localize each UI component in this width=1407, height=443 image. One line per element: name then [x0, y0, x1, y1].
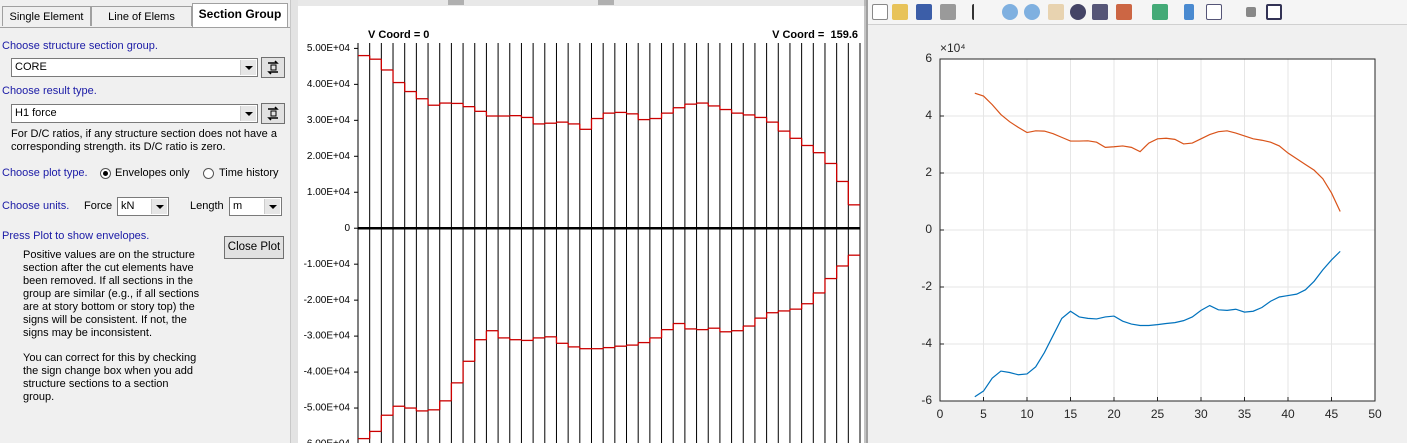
- y-tick-label: 4: [925, 108, 932, 122]
- zoom-out-icon[interactable]: [1024, 4, 1040, 20]
- group-select[interactable]: CORE: [11, 58, 258, 77]
- select-value: CORE: [15, 61, 47, 73]
- pointer-icon[interactable]: [972, 4, 982, 20]
- tab[interactable]: Line of Elems: [91, 6, 192, 26]
- select-value: H1 force: [15, 107, 57, 119]
- dropdown-arrow: [240, 60, 256, 75]
- prompt: Choose plot type.: [2, 167, 88, 179]
- x-tick-label: 35: [1238, 407, 1252, 421]
- radio[interactable]: [203, 168, 214, 179]
- chart-label: V Coord = 0: [368, 29, 429, 41]
- splitter[interactable]: [290, 0, 298, 443]
- y-multiplier: ×10⁴: [940, 41, 966, 55]
- prompt: Choose structure section group.: [2, 40, 158, 52]
- y-tick-label: 6: [925, 51, 932, 65]
- pan-icon[interactable]: [1048, 4, 1064, 20]
- tab-border: [0, 27, 290, 28]
- refresh-button[interactable]: [261, 103, 285, 124]
- print-icon[interactable]: [940, 4, 956, 20]
- radio[interactable]: [100, 168, 111, 179]
- y-tick-label: -4.00E+04: [304, 367, 351, 378]
- y-tick-label: 5.00E+04: [307, 43, 351, 54]
- section-panel: Single Element Line of Elems Section Gro…: [0, 0, 290, 443]
- scroll-thumb[interactable]: [448, 0, 464, 5]
- radio-label: Time history: [219, 167, 279, 179]
- force-select[interactable]: kN: [117, 197, 169, 216]
- colorbar-icon[interactable]: [1184, 4, 1194, 20]
- x-tick-label: 30: [1194, 407, 1208, 421]
- y-tick-label: 1.00E+04: [307, 187, 351, 198]
- save-icon[interactable]: [916, 4, 932, 20]
- x-tick-label: 40: [1281, 407, 1295, 421]
- dropdown-arrow: [151, 199, 167, 214]
- dock-icon[interactable]: [1266, 4, 1282, 20]
- dc-note: For D/C ratios, if any structure section…: [11, 128, 277, 153]
- y-tick-label: -2: [921, 279, 932, 293]
- x-tick-label: 50: [1368, 407, 1382, 421]
- y-tick-label: 4.00E+04: [307, 79, 351, 90]
- dropdown-arrow: [240, 106, 256, 121]
- scrollbar[interactable]: [298, 0, 866, 6]
- line-series: [974, 250, 1341, 398]
- refresh-icon: [267, 60, 279, 75]
- y-tick-label: -1.00E+04: [304, 259, 351, 270]
- tab[interactable]: Single Element: [2, 6, 91, 26]
- prompt: Choose result type.: [2, 85, 97, 97]
- y-tick-label: 0: [344, 223, 350, 234]
- y-tick-label: -6.00E+04: [304, 439, 351, 443]
- field-label: Length: [190, 200, 224, 212]
- dropdown-arrow: [264, 199, 280, 214]
- y-tick-label: 2.00E+04: [307, 151, 351, 162]
- divider: [866, 0, 868, 443]
- refresh-icon: [267, 106, 279, 121]
- chart-label: V Coord = 159.6: [772, 29, 858, 41]
- length-select[interactable]: m: [229, 197, 282, 216]
- hide-tools-icon[interactable]: [1246, 7, 1256, 17]
- legend-icon[interactable]: [1206, 4, 1222, 20]
- brush-icon[interactable]: [1116, 4, 1132, 20]
- result-select[interactable]: H1 force: [11, 104, 258, 123]
- line-series: [974, 92, 1341, 212]
- select-value: kN: [121, 200, 135, 212]
- tab[interactable]: Section Group: [192, 3, 288, 28]
- y-tick-label: 3.00E+04: [307, 115, 351, 126]
- link-icon[interactable]: [1152, 4, 1168, 20]
- open-icon[interactable]: [892, 4, 908, 20]
- x-tick-label: 20: [1107, 407, 1121, 421]
- x-tick-label: 15: [1064, 407, 1078, 421]
- new-icon[interactable]: [872, 4, 888, 20]
- x-tick-label: 25: [1151, 407, 1165, 421]
- field-label: Force: [84, 200, 113, 212]
- y-tick-label: -6: [921, 393, 932, 407]
- help-text: Positive values are on the structure sec…: [23, 249, 200, 339]
- radio-label: Envelopes only: [115, 167, 190, 179]
- refresh-button[interactable]: [261, 57, 285, 78]
- y-tick-label: -3.00E+04: [304, 331, 351, 342]
- x-tick-label: 45: [1325, 407, 1339, 421]
- prompt: Choose units.: [2, 200, 70, 212]
- scroll-thumb[interactable]: [598, 0, 614, 5]
- y-tick-label: -2.00E+04: [304, 295, 351, 306]
- help-text: You can correct for this by checking the…: [23, 352, 197, 403]
- y-tick-label: -5.00E+04: [304, 403, 351, 414]
- x-tick-label: 0: [937, 407, 944, 421]
- select-value: m: [233, 200, 243, 212]
- prompt: Press Plot to show envelopes.: [2, 230, 150, 242]
- datatip-icon[interactable]: [1092, 4, 1108, 20]
- toolbar: [868, 0, 1407, 25]
- x-tick-label: 5: [980, 407, 987, 421]
- rotate-icon[interactable]: [1070, 4, 1086, 20]
- envelope-chart: V Coord = 0 V Coord = 159.6 5.00E+04 4.00…: [298, 0, 866, 443]
- y-tick-label: -4: [921, 336, 932, 350]
- close-plot-button[interactable]: Close Plot: [224, 236, 284, 259]
- matlab-figure: ×10⁴ 0 5 10 15 20 25 30 35 40 45 50 -6 -4 -2 0 2 4 6: [921, 41, 1382, 421]
- axes-box: [939, 58, 1376, 402]
- zoom-in-icon[interactable]: [1002, 4, 1018, 20]
- y-tick-label: 2: [925, 165, 932, 179]
- x-tick-label: 10: [1020, 407, 1034, 421]
- y-tick-label: 0: [925, 222, 932, 236]
